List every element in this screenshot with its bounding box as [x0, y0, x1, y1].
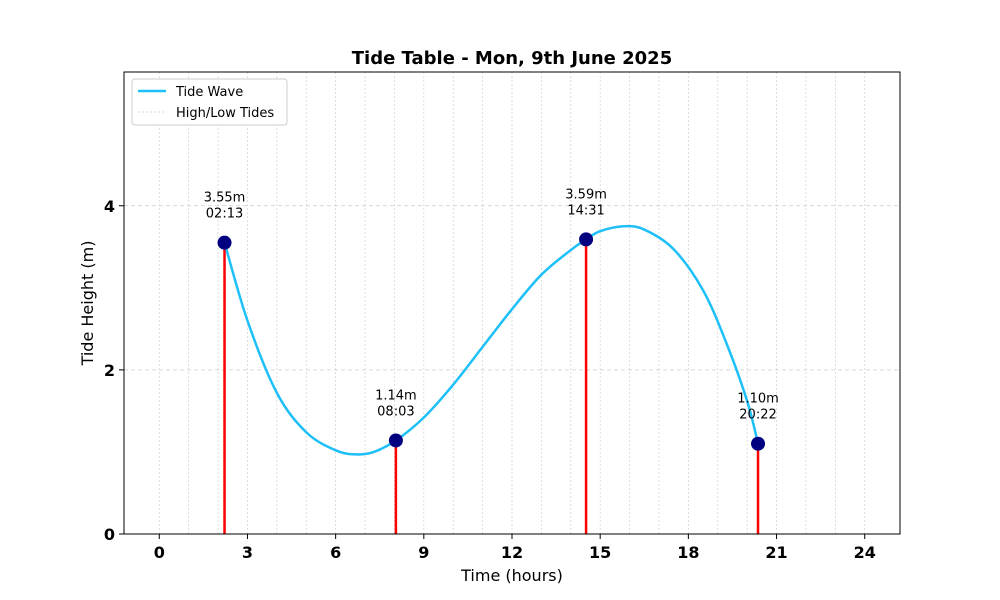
y-tick-label: 4 [104, 197, 115, 216]
y-axis-ticks: 0 2 4 [104, 197, 124, 544]
tide-stems [223, 239, 760, 534]
x-axis-label: Time (hours) [460, 566, 563, 585]
tide-height-label: 1.14m [375, 388, 417, 403]
tide-height-label: 3.59m [565, 187, 607, 202]
tide-point-marker [579, 232, 594, 247]
x-tick-label: 9 [418, 543, 429, 562]
legend: Tide Wave High/Low Tides [131, 78, 288, 126]
x-tick-label: 15 [589, 543, 611, 562]
legend-box [131, 78, 288, 126]
tide-time-label: 14:31 [567, 203, 604, 218]
x-tick-label: 6 [330, 543, 341, 562]
tide-point-marker [217, 235, 232, 250]
x-tick-label: 21 [765, 543, 787, 562]
x-tick-label: 24 [854, 543, 876, 562]
chart-title: Tide Table - Mon, 9th June 2025 [352, 48, 672, 69]
tide-time-label: 08:03 [377, 404, 414, 419]
tide-height-label: 3.55m [204, 191, 246, 206]
tide-time-label: 20:22 [739, 408, 776, 423]
tide-wave-line [223, 224, 760, 456]
legend-tide-wave-label: Tide Wave [175, 85, 243, 100]
tide-point-marker [388, 433, 403, 448]
legend-high-low-label: High/Low Tides [176, 106, 274, 121]
tide-height-label: 1.10m [737, 392, 779, 407]
x-axis-ticks: 0 3 6 9 12 15 18 21 24 [154, 534, 876, 562]
y-tick-label: 2 [104, 361, 115, 380]
y-tick-label: 0 [104, 525, 115, 544]
x-tick-label: 12 [501, 543, 523, 562]
x-tick-label: 18 [677, 543, 699, 562]
tide-point-marker [751, 436, 766, 451]
x-tick-label: 3 [242, 543, 253, 562]
tide-markers [217, 232, 766, 451]
tide-curve-layer [223, 224, 760, 456]
x-tick-label: 0 [154, 543, 165, 562]
grid-lines [124, 72, 900, 535]
y-axis-label: Tide Height (m) [78, 241, 97, 367]
tide-time-label: 02:13 [206, 207, 243, 222]
